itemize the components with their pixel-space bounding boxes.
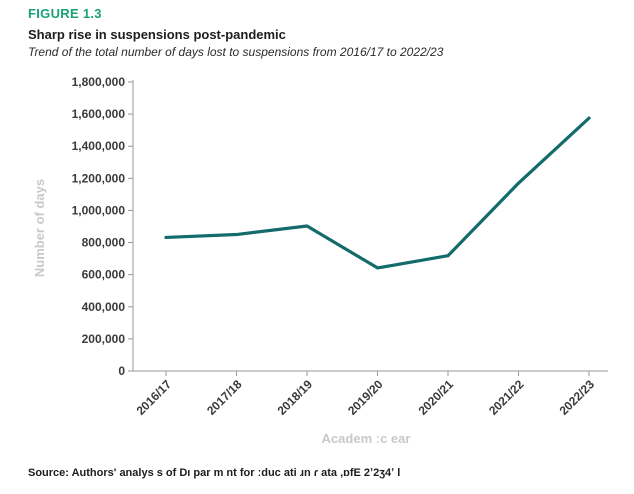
data-point xyxy=(376,266,379,270)
chart-subtitle: Trend of the total number of days lost t… xyxy=(28,45,444,59)
chart-title: Sharp rise in suspensions post-pandemic xyxy=(28,27,286,42)
y-tick-label: 1,600,000 xyxy=(72,107,126,121)
x-tick-label: 2021/22 xyxy=(486,377,527,418)
x-axis-label: Academ ːc ear xyxy=(322,431,411,446)
y-tick-label: 600,000 xyxy=(82,268,126,282)
x-tick-label: 2016/17 xyxy=(134,377,175,418)
data-point xyxy=(587,116,591,120)
data-point xyxy=(235,233,238,237)
x-axis-ticks: 2016/17 2017/18 2018/19 2019/20 2020/21 2021/… xyxy=(134,371,598,418)
data-point xyxy=(446,254,450,258)
data-point xyxy=(305,224,309,228)
y-tick-label: 1,000,000 xyxy=(72,203,126,217)
x-tick-label: 2020/21 xyxy=(416,377,457,418)
series-line xyxy=(164,116,591,270)
y-tick-label: 1,800,000 xyxy=(72,75,126,89)
y-tick-label: 800,000 xyxy=(82,236,126,250)
y-tick-label: 0 xyxy=(118,364,125,378)
y-tick-label: 400,000 xyxy=(82,300,126,314)
y-axis-ticks: 0 200,000 400,000 600,000 800,000 1,000,000 1,… xyxy=(72,75,133,378)
y-tick-label: 1,400,000 xyxy=(72,139,126,153)
y-axis-label: Number of days xyxy=(32,179,47,277)
data-point xyxy=(164,235,168,239)
series-group xyxy=(164,116,591,270)
y-tick-label: 1,200,000 xyxy=(72,171,126,185)
x-tick-label: 2019/20 xyxy=(345,377,386,418)
y-tick-label: 200,000 xyxy=(82,332,126,346)
x-tick-label: 2022/23 xyxy=(557,377,598,418)
chart-axes xyxy=(132,80,608,372)
source-note: Source: Authors' analys s of Dı par m nt… xyxy=(28,467,401,479)
data-point xyxy=(517,181,520,185)
x-tick-label: 2018/19 xyxy=(275,377,316,418)
figure-label: FIGURE 1.3 xyxy=(28,6,102,21)
x-tick-label: 2017/18 xyxy=(204,377,245,418)
